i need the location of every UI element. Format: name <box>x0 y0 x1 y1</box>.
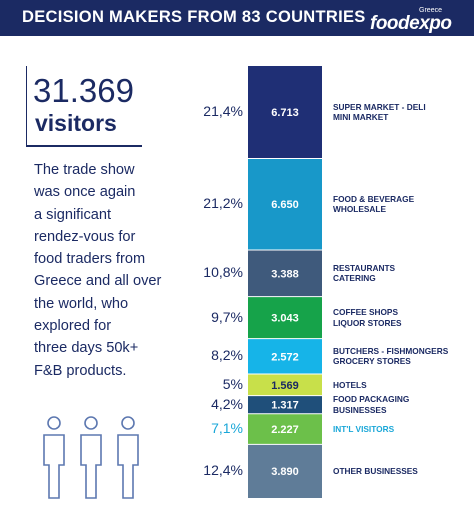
logo-subtitle: Greece <box>419 7 442 14</box>
stat-divider <box>26 145 142 147</box>
description-line: a significant <box>34 206 112 223</box>
category-label-line: INT'L VISITORS <box>333 423 395 434</box>
segment-value-label: 2.227 <box>271 424 299 436</box>
stacked-bar-chart: 6.713 6.650 3.388 3.043 2.572 1.569 1.317 2.227… <box>248 66 322 498</box>
category-label-line: WHOLESALE <box>333 204 387 215</box>
description-line: three days 50k+ <box>34 340 139 357</box>
bar-segment <box>248 158 322 251</box>
segment-category-label: SUPER MARKET - DELI MINI MARKET <box>333 102 473 123</box>
segment-category-label: FOOD PACKAGING BUSINESSES <box>333 394 473 415</box>
segment-category-label: OTHER BUSINESSES <box>333 466 473 477</box>
segment-value-label: 3.890 <box>271 466 299 478</box>
header-banner: DECISION MAKERS FROM 83 COUNTRIES Greece… <box>0 0 474 36</box>
segment-percent-label: 12,4% <box>203 462 243 479</box>
segment-category-label: BUTCHERS - FISHMONGERS GROCERY STORES <box>333 346 473 367</box>
segment-percent-label: 4,2% <box>211 395 243 412</box>
category-label-line: FOOD & BEVERAGE <box>333 193 415 204</box>
segment-percent-label: 7,1% <box>211 420 243 437</box>
description-line: the world, who <box>34 295 129 312</box>
segment-value-label: 2.572 <box>271 351 299 363</box>
category-label-line: HOTELS <box>333 379 367 390</box>
description-line: The trade show <box>34 162 135 178</box>
description-line: rendez-vous for <box>34 228 136 245</box>
bar-segment <box>248 338 322 375</box>
bar-segment <box>248 395 322 414</box>
category-label-line: MINI MARKET <box>333 112 389 123</box>
description-text: The trade show was once again a signific… <box>34 159 184 382</box>
category-label-line: OTHER BUSINESSES <box>333 465 418 476</box>
bar-segment <box>248 413 322 445</box>
category-label-line: COFFEE SHOPS <box>333 307 399 318</box>
description-line: F&B products. <box>34 362 127 379</box>
category-label-line: RESTAURANTS <box>333 262 396 273</box>
category-label-line: BUSINESSES <box>333 404 387 415</box>
bar-segment <box>248 444 322 498</box>
segment-category-label: COFFEE SHOPS LIQUOR STORES <box>333 307 473 328</box>
segment-percent-label: 21,4% <box>203 103 243 120</box>
segment-value-label: 1.317 <box>271 400 299 412</box>
bar-segment <box>248 374 322 396</box>
segment-value-label: 1.569 <box>271 380 299 392</box>
segment-percent-label: 10,8% <box>203 264 243 281</box>
category-label-line: SUPER MARKET - DELI <box>333 101 426 112</box>
visitors-stat: 31.369 visitors <box>26 66 142 146</box>
category-label-line: BUTCHERS - FISHMONGERS <box>333 345 449 356</box>
segment-value-label: 6.650 <box>271 199 299 211</box>
logo-wordmark: foodexpo <box>370 13 452 34</box>
category-label-line: FOOD PACKAGING <box>333 394 410 405</box>
segment-percent-label: 9,7% <box>211 308 243 325</box>
bar-segment <box>248 250 322 297</box>
bar-segment <box>248 66 322 159</box>
bar-segment <box>248 296 322 339</box>
segment-category-label: HOTELS <box>333 380 473 391</box>
segment-category-label: FOOD & BEVERAGE WHOLESALE <box>333 194 473 215</box>
category-label-line: GROCERY STORES <box>333 356 411 367</box>
three-people-icon <box>43 416 139 499</box>
segment-percent-label: 8,2% <box>211 347 243 364</box>
category-label-line: CATERING <box>333 273 376 284</box>
segment-category-label: RESTAURANTS CATERING <box>333 263 473 284</box>
foodexpo-logo: Greece foodexpo <box>370 5 462 34</box>
visitors-number: 31.369 <box>33 72 134 109</box>
segment-percent-label: 21,2% <box>203 195 243 212</box>
description-line: was once again <box>34 184 136 201</box>
segment-value-label: 3.388 <box>271 268 299 280</box>
header-title: DECISION MAKERS FROM 83 COUNTRIES <box>22 8 366 26</box>
segment-category-label: INT'L VISITORS <box>333 424 473 435</box>
description-line: Greece and all over <box>34 273 162 290</box>
segment-value-label: 6.713 <box>271 107 299 119</box>
segment-percent-label: 5% <box>222 375 243 392</box>
segment-value-label: 3.043 <box>271 313 299 325</box>
description-line: food traders from <box>34 251 146 268</box>
description-line: explored for <box>34 318 112 335</box>
visitors-label: visitors <box>35 110 117 136</box>
category-label-line: LIQUOR STORES <box>333 317 402 328</box>
